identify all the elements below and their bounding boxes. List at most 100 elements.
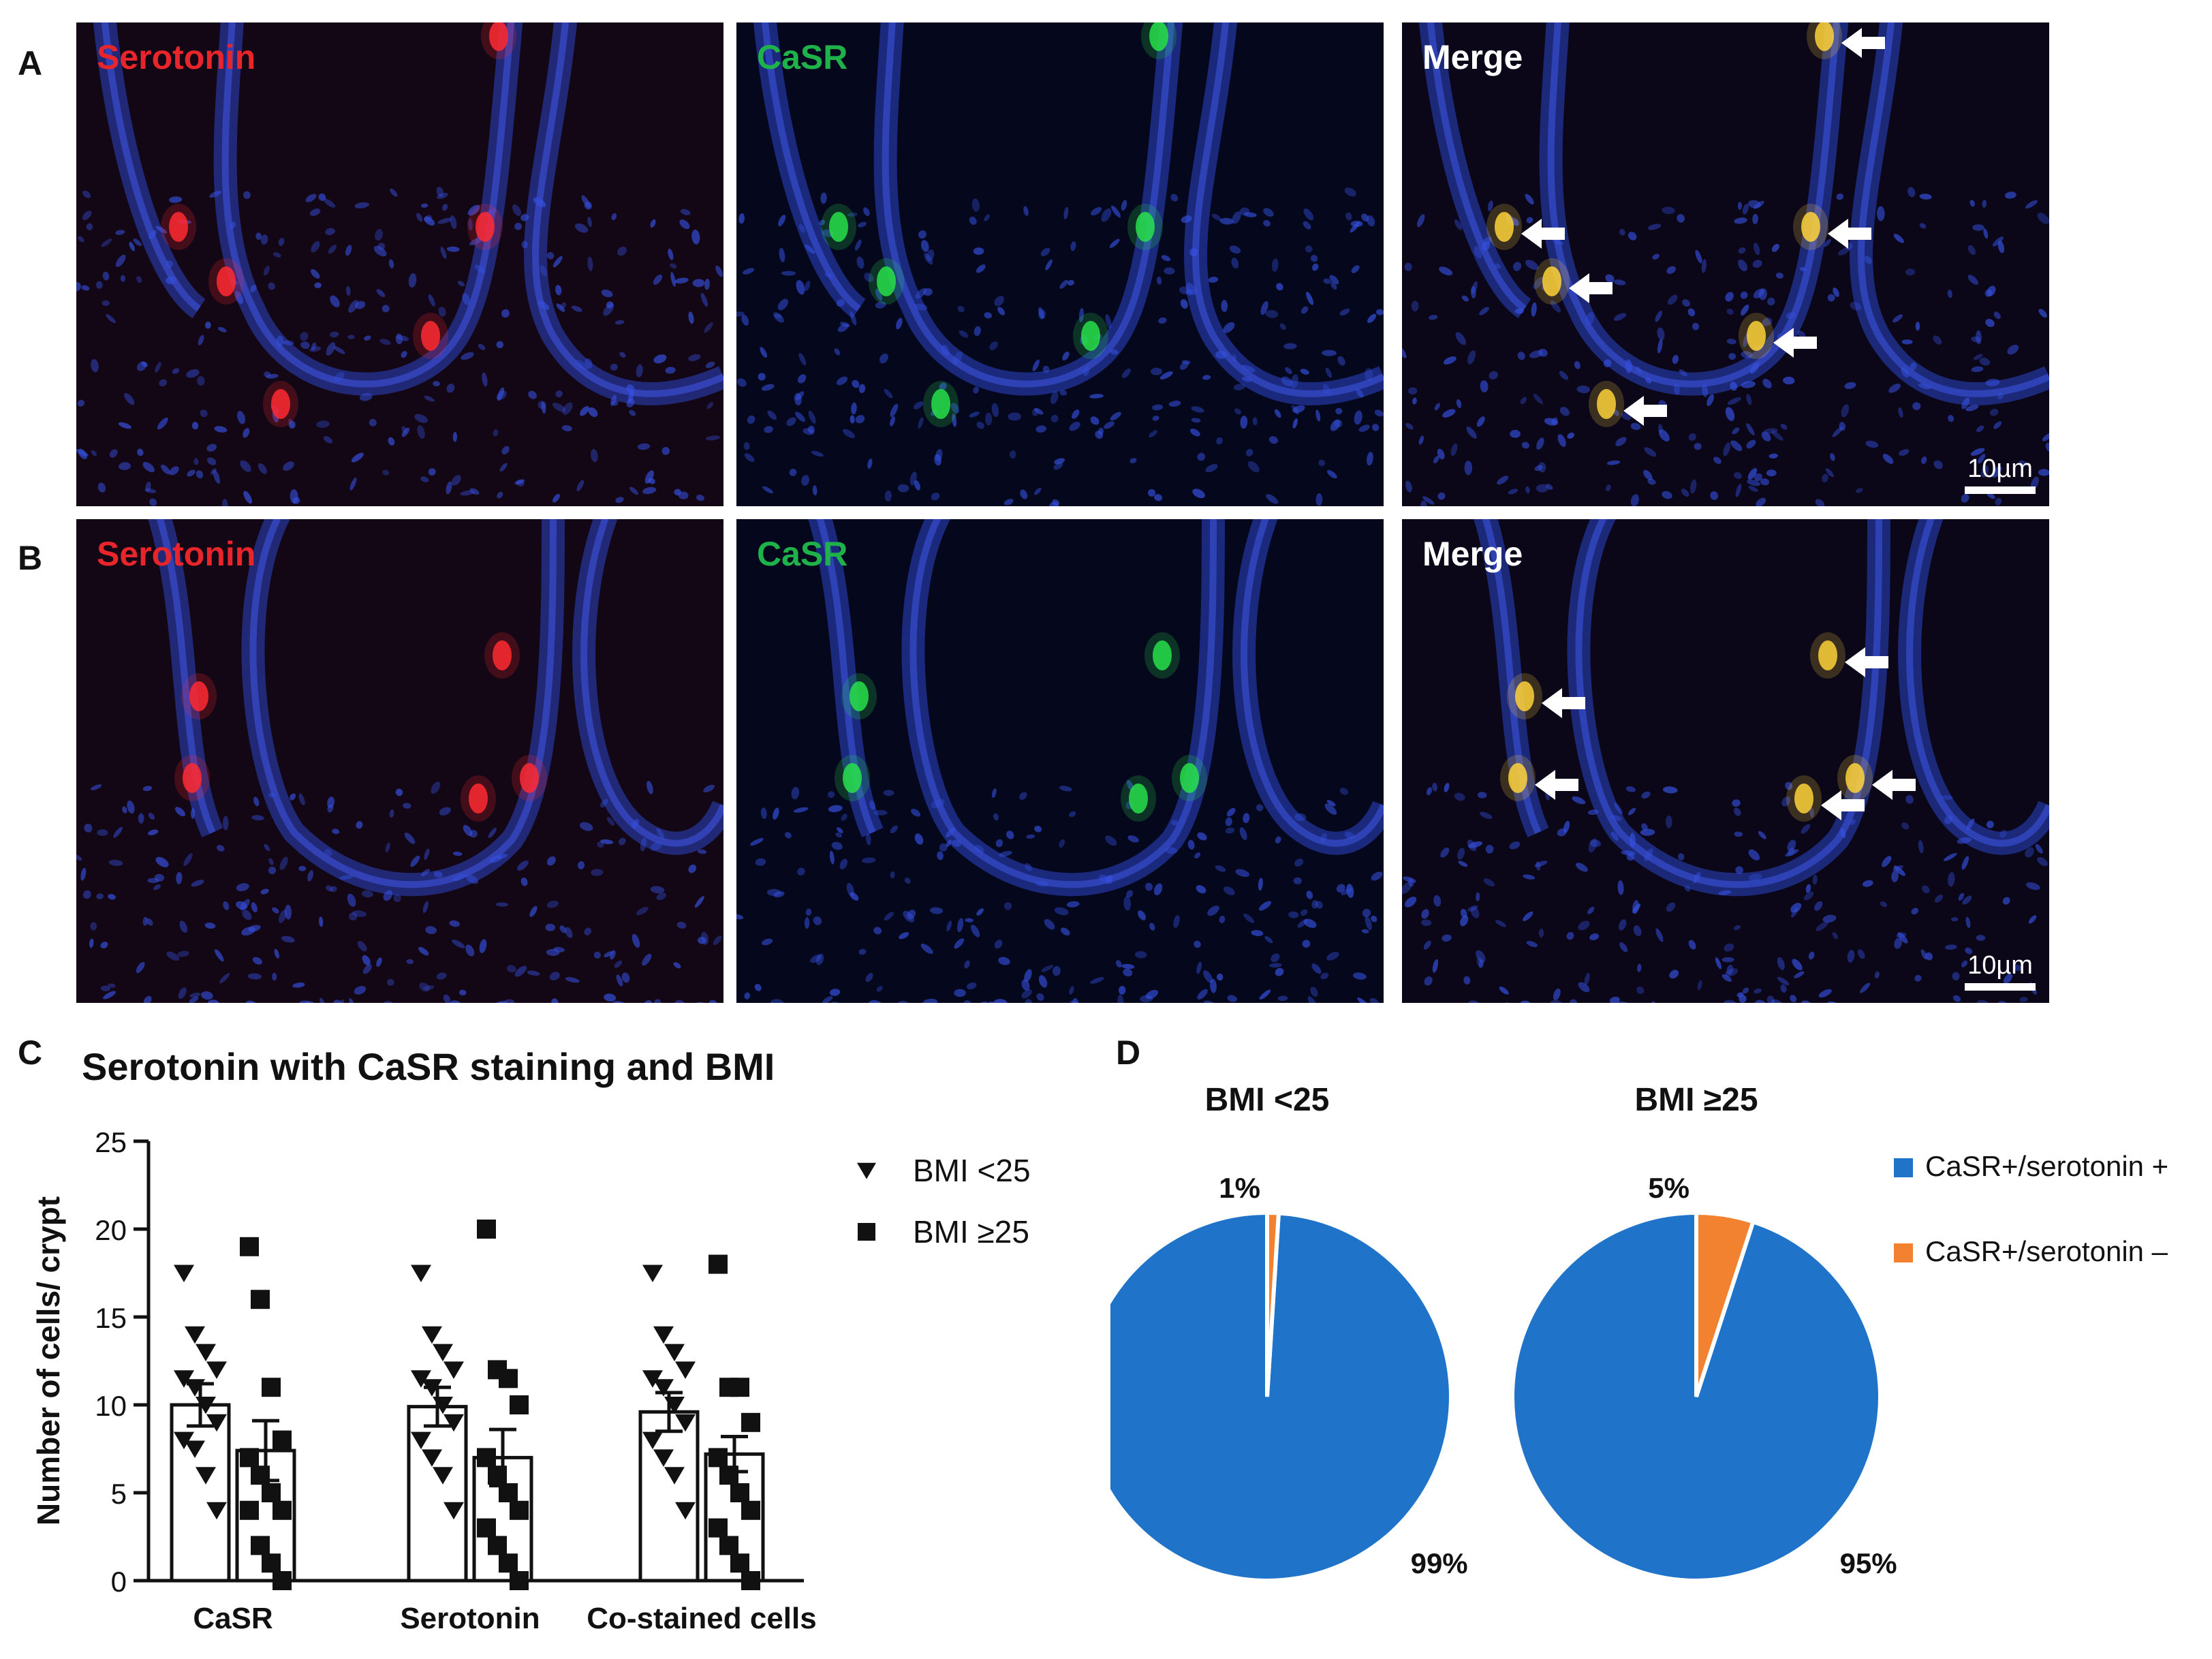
nucleus <box>1121 963 1135 970</box>
nucleus <box>863 207 870 217</box>
nucleus <box>914 303 928 311</box>
nucleus <box>840 322 850 328</box>
nucleus <box>1464 461 1473 476</box>
stained-cell <box>271 389 290 419</box>
nucleus <box>1919 193 1932 200</box>
nucleus <box>1437 492 1446 500</box>
nucleus <box>1647 478 1656 485</box>
nucleus <box>1775 273 1784 279</box>
nucleus <box>245 1000 258 1003</box>
nucleus <box>697 937 707 944</box>
square-marker <box>858 1223 875 1241</box>
nucleus <box>1421 919 1432 927</box>
nucleus <box>1570 999 1578 1003</box>
nucleus <box>1981 465 1989 478</box>
nucleus <box>1050 391 1059 405</box>
nucleus <box>1734 831 1743 837</box>
nucleus <box>1185 283 1197 295</box>
nucleus <box>736 311 745 317</box>
nucleus <box>1110 412 1121 421</box>
nucleus <box>1205 464 1218 473</box>
nucleus <box>97 482 106 493</box>
nucleus <box>794 807 809 813</box>
nucleus <box>1713 456 1722 464</box>
nucleus <box>1724 999 1737 1003</box>
nucleus <box>514 479 525 485</box>
nucleus <box>404 833 416 844</box>
nucleus <box>774 313 782 319</box>
nucleus <box>1976 425 1984 433</box>
nucleus <box>852 379 860 388</box>
arrow-shape <box>1535 770 1578 800</box>
nucleus <box>1694 442 1702 450</box>
nucleus <box>1733 471 1742 480</box>
nucleus <box>2019 997 2028 1002</box>
nucleus <box>1934 894 1944 903</box>
nucleus <box>1054 458 1065 465</box>
nucleus <box>1427 787 1433 796</box>
nucleus <box>841 813 847 821</box>
nucleus <box>346 285 351 296</box>
nucleus <box>966 982 977 990</box>
arrow-shape <box>1828 219 1871 249</box>
nucleus <box>1982 200 1987 208</box>
nucleus <box>499 1000 508 1003</box>
nucleus <box>879 353 888 364</box>
nucleus <box>1725 407 1735 421</box>
nucleus <box>1585 312 1595 326</box>
nucleus <box>326 342 336 356</box>
nucleus <box>1692 322 1700 330</box>
nucleus <box>76 282 81 292</box>
nucleus <box>704 279 710 290</box>
nucleus <box>1006 831 1014 839</box>
data-points <box>708 1254 760 1590</box>
stained-cell-glow <box>512 755 547 801</box>
nucleus <box>1306 292 1314 305</box>
nucleus <box>517 860 529 871</box>
nucleus <box>1115 960 1122 968</box>
nucleus <box>1797 330 1806 338</box>
nucleus <box>850 311 857 326</box>
nucleus <box>90 784 102 790</box>
tissue-image <box>1402 22 2049 506</box>
nucleus <box>89 938 94 948</box>
nucleus <box>1738 247 1746 254</box>
triangle-marker <box>206 1361 227 1379</box>
nucleus <box>760 347 767 358</box>
tissue-background <box>736 22 1384 506</box>
nucleus <box>393 894 401 903</box>
nucleus <box>2003 974 2013 984</box>
crypt-nuclei <box>532 22 723 397</box>
nucleus <box>1153 883 1163 896</box>
nucleus <box>1603 359 1612 367</box>
crypt-nuclei <box>580 519 723 847</box>
nucleus <box>705 361 715 369</box>
nucleus <box>1722 957 1734 963</box>
nucleus <box>837 827 843 834</box>
nucleus <box>1467 905 1478 912</box>
nucleus <box>805 244 815 254</box>
nucleus <box>812 485 817 496</box>
nucleus <box>395 333 403 345</box>
nucleus <box>1792 959 1803 971</box>
nucleus <box>1225 827 1235 834</box>
data-points <box>240 1237 292 1590</box>
nucleus <box>230 221 236 229</box>
nucleus <box>587 256 593 272</box>
nucleus <box>387 978 394 986</box>
nucleus <box>1510 429 1521 438</box>
nucleus <box>86 223 93 231</box>
square-marker <box>741 1571 760 1590</box>
nucleus <box>379 339 391 345</box>
nucleus <box>1362 908 1371 918</box>
nucleus <box>377 243 386 250</box>
nucleus <box>272 252 281 258</box>
nucleus <box>260 888 269 895</box>
nucleus <box>1985 379 2000 386</box>
nucleus <box>1224 886 1235 895</box>
nucleus <box>1053 462 1063 470</box>
nucleus <box>251 902 258 913</box>
nucleus <box>778 215 786 227</box>
nucleus <box>311 342 317 351</box>
nucleus <box>1726 964 1734 976</box>
